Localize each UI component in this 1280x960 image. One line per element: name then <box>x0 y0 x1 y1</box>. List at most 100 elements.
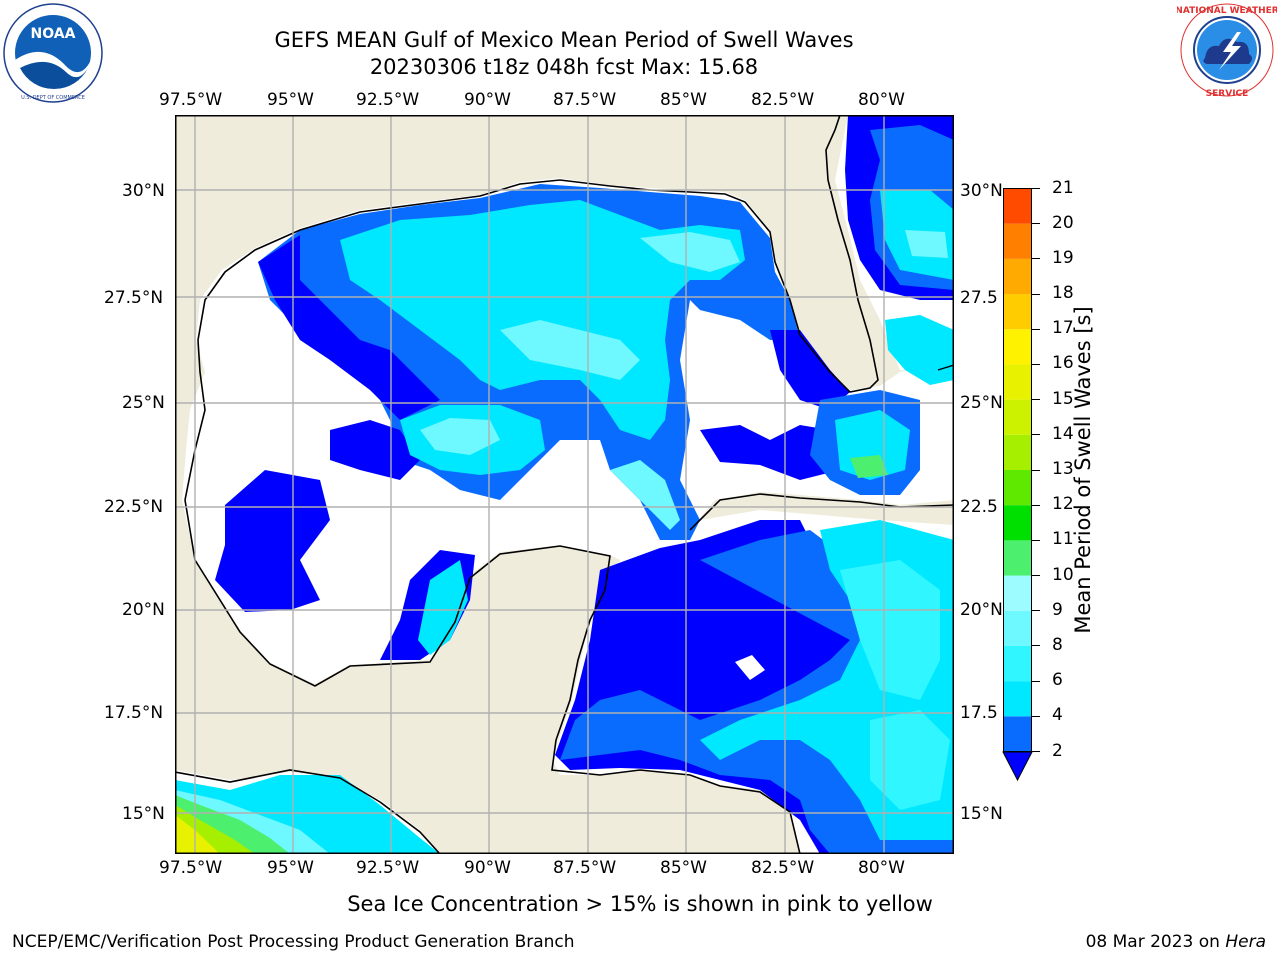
lon-label-bottom: 80°W <box>858 858 905 878</box>
colorbar-tick-label: 13 <box>1052 459 1074 479</box>
lat-label-left: 20°N <box>122 600 165 620</box>
swell-contour-lightcyan <box>420 418 500 455</box>
graticule <box>175 115 954 854</box>
colorbar-segment <box>1003 540 1032 576</box>
swell-contour-cyan2 <box>840 560 940 700</box>
colorbar-segment <box>1003 188 1032 224</box>
colorbar-tick-label: 18 <box>1052 283 1074 304</box>
swell-contour-green <box>850 455 888 478</box>
lat-label-right: 20°N <box>960 600 1003 620</box>
lon-label-bottom: 92.5°W <box>356 858 420 878</box>
colorbar-segment <box>1003 681 1032 717</box>
page-subtitle: 20230306 t18z 048h fcst Max: 15.68 <box>369 55 759 79</box>
lon-label-bottom: 87.5°W <box>553 858 617 878</box>
nws-logo: NATIONAL WEATHER SERVICE <box>1177 2 1277 99</box>
colorbar-tick-label: 17 <box>1052 318 1074 339</box>
colorbar-tick <box>1032 575 1040 577</box>
colorbar-tick-label: 14 <box>1052 423 1074 444</box>
lon-label-top: 85°W <box>660 90 707 110</box>
colorbar-tick <box>1032 504 1040 506</box>
swell-contour-deepblue <box>700 425 840 480</box>
coastline-pacific <box>175 769 441 854</box>
colorbar-tick <box>1032 680 1040 682</box>
colorbar-tick-label: 21 <box>1052 177 1074 198</box>
swell-contour-cyan <box>418 560 468 655</box>
lon-label-bottom: 85°W <box>660 858 707 878</box>
colorbar-tick-label: 2 <box>1052 740 1063 761</box>
lon-label-bottom: 90°W <box>464 858 511 878</box>
swell-contour-yellow <box>175 815 220 854</box>
colorbar-segment <box>1003 470 1032 506</box>
swell-contour-cyan <box>340 200 745 440</box>
map-panel[interactable] <box>175 115 954 854</box>
colorbar-segment <box>1003 399 1032 435</box>
colorbar-tick-label: 15 <box>1052 388 1074 409</box>
map-frame <box>175 115 954 854</box>
colorbar-segment <box>1003 610 1032 646</box>
lon-label-top: 87.5°W <box>553 90 617 110</box>
lat-label-left: 27.5°N <box>104 288 164 308</box>
colorbar-tick-label: 4 <box>1052 705 1063 726</box>
colorbar-segment <box>1003 329 1032 365</box>
colorbar-tick <box>1032 293 1040 295</box>
colorbar-tick <box>1032 434 1040 436</box>
lat-label-left: 30°N <box>122 181 165 201</box>
lon-label-top: 97.5°W <box>159 90 223 110</box>
lat-label-right: 27.5 <box>960 288 998 308</box>
coastline-bahamas <box>937 364 954 371</box>
colorbar-tick <box>1032 328 1040 330</box>
swell-contour-lightcyan <box>610 460 680 530</box>
colorbar <box>1002 188 1033 782</box>
coastline-west-south <box>184 499 801 854</box>
colorbar-tick <box>1032 363 1040 365</box>
coastline-north <box>184 115 879 501</box>
colorbar-tick-label: 10 <box>1052 564 1074 585</box>
colorbar-tick-label: 8 <box>1052 634 1063 655</box>
colorbar-tick-label: 20 <box>1052 212 1074 233</box>
credit-text: NCEP/EMC/Verification Post Processing Pr… <box>12 932 575 952</box>
lon-label-top: 80°W <box>858 90 905 110</box>
lon-label-top: 90°W <box>464 90 511 110</box>
lon-label-bottom: 82.5°W <box>751 858 815 878</box>
lat-label-right: 30°N <box>960 181 1003 201</box>
svg-text:NOAA: NOAA <box>31 26 76 42</box>
swell-contour-deepblue <box>258 235 440 420</box>
colorbar-segment <box>1003 645 1032 682</box>
lon-label-bottom: 97.5°W <box>159 858 223 878</box>
colorbar-tick <box>1032 610 1040 612</box>
colorbar-extend-triangle <box>1002 751 1033 782</box>
colorbar-segment <box>1003 258 1032 295</box>
colorbar-tick-label: 16 <box>1052 353 1074 374</box>
colorbar-tick <box>1032 223 1040 225</box>
swell-contour-deepblue <box>770 330 850 410</box>
swell-contour-deepblue <box>215 470 330 612</box>
lat-label-right: 15°N <box>960 804 1003 824</box>
swell-contour-cyan <box>885 315 954 385</box>
host-label: Hera <box>1225 932 1266 952</box>
date-text: 08 Mar 2023 on Hera <box>1086 932 1266 952</box>
svg-text:NATIONAL WEATHER: NATIONAL WEATHER <box>1177 6 1277 16</box>
swell-contour-deepblue <box>330 420 420 480</box>
lat-label-right: 25°N <box>960 393 1003 413</box>
colorbar-segment <box>1003 716 1032 752</box>
svg-text:U.S. DEPT OF COMMERCE: U.S. DEPT OF COMMERCE <box>21 95 85 101</box>
lat-label-left: 15°N <box>122 804 165 824</box>
no-data-patch <box>735 655 765 680</box>
colorbar-segment <box>1003 505 1032 541</box>
colorbar-segment <box>1003 364 1032 400</box>
colorbar-tick <box>1032 399 1040 401</box>
swell-contour-lightcyan <box>905 230 948 258</box>
lon-label-top: 82.5°W <box>751 90 815 110</box>
colorbar-segment <box>1003 434 1032 470</box>
colorbar-tick-label: 11 <box>1052 529 1074 550</box>
colorbar-segment <box>1003 294 1032 330</box>
colorbar-tick <box>1032 751 1040 752</box>
page-title: GEFS MEAN Gulf of Mexico Mean Period of … <box>274 28 854 52</box>
swell-contour-cyan2 <box>870 710 950 810</box>
lat-label-left: 25°N <box>122 393 165 413</box>
colorbar-tick <box>1032 539 1040 541</box>
svg-text:SERVICE: SERVICE <box>1206 89 1249 99</box>
lon-label-top: 92.5°W <box>356 90 420 110</box>
lat-label-right: 17.5 <box>960 703 998 723</box>
colorbar-tick <box>1032 469 1040 471</box>
